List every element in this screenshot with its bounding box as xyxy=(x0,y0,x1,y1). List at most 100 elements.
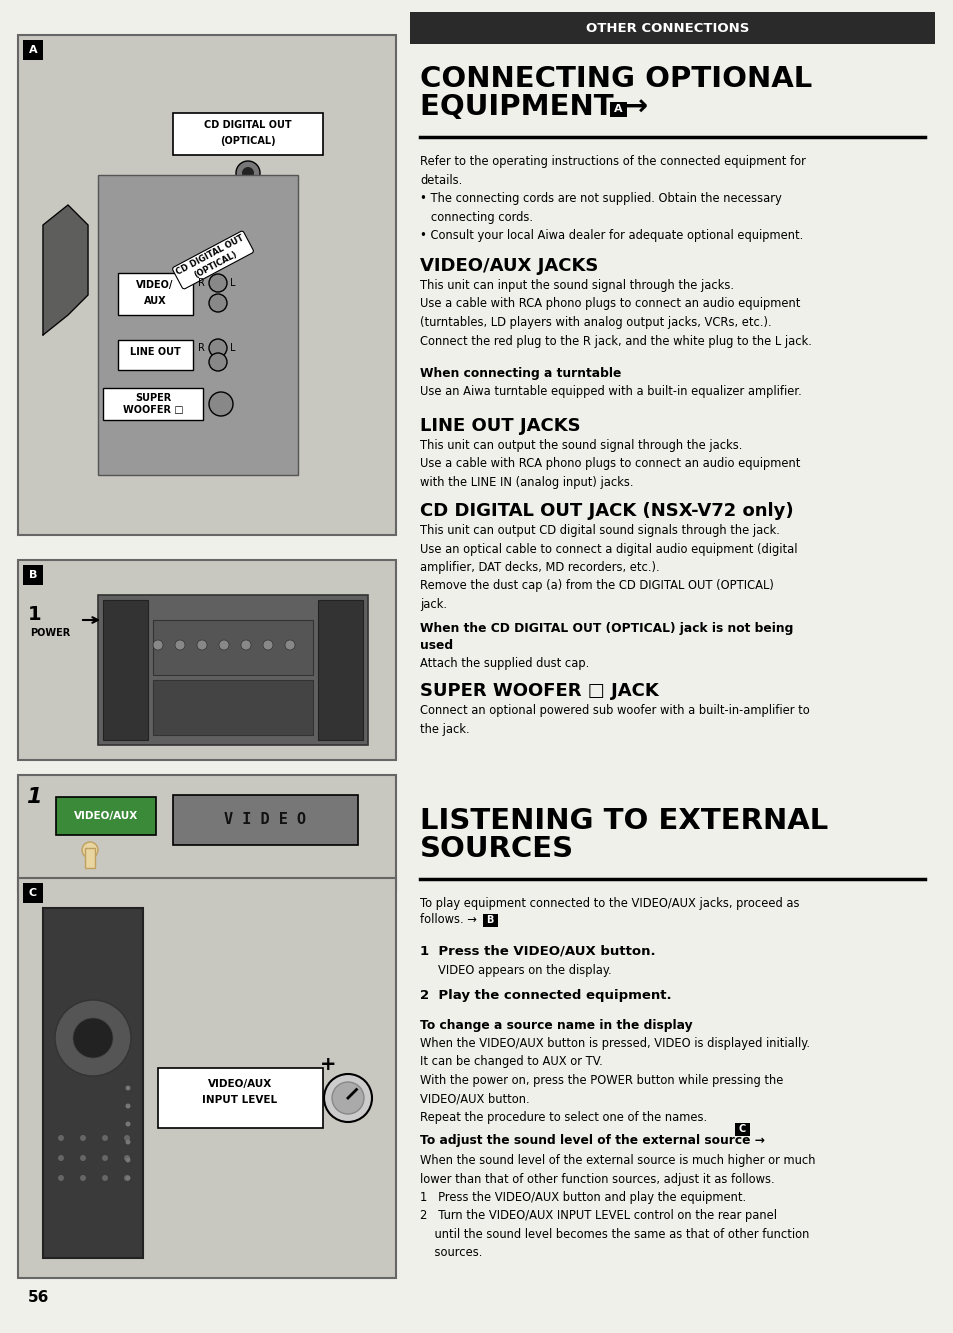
Text: AUX: AUX xyxy=(144,296,166,307)
Text: LINE OUT JACKS: LINE OUT JACKS xyxy=(419,417,580,435)
Bar xyxy=(609,103,626,117)
Circle shape xyxy=(80,1174,86,1181)
Text: LISTENING TO EXTERNAL: LISTENING TO EXTERNAL xyxy=(419,806,827,834)
Text: To change a source name in the display: To change a source name in the display xyxy=(419,1018,692,1032)
Bar xyxy=(56,797,156,834)
Text: 1: 1 xyxy=(26,786,42,806)
Polygon shape xyxy=(43,205,88,335)
Text: (OPTICAL): (OPTICAL) xyxy=(220,136,275,147)
Text: POWER: POWER xyxy=(30,628,71,639)
Circle shape xyxy=(55,1000,131,1076)
Text: L: L xyxy=(230,343,235,353)
Circle shape xyxy=(126,1140,131,1145)
Text: VIDEO/AUX: VIDEO/AUX xyxy=(73,810,138,821)
Text: When the sound level of the external source is much higher or much
lower than th: When the sound level of the external sou… xyxy=(419,1154,815,1260)
Text: VIDEO/AUX: VIDEO/AUX xyxy=(208,1078,272,1089)
Text: L: L xyxy=(230,279,235,288)
Circle shape xyxy=(263,640,273,651)
Bar xyxy=(482,914,497,926)
Circle shape xyxy=(102,1134,108,1141)
Circle shape xyxy=(209,275,227,292)
Text: SUPER: SUPER xyxy=(134,393,171,403)
Bar xyxy=(158,1068,323,1128)
Text: Attach the supplied dust cap.: Attach the supplied dust cap. xyxy=(419,657,589,670)
Text: B: B xyxy=(29,571,37,580)
Bar xyxy=(172,113,323,155)
Text: R: R xyxy=(197,279,204,288)
Bar xyxy=(734,1122,749,1136)
Circle shape xyxy=(242,167,253,179)
Text: VIDEO/AUX JACKS: VIDEO/AUX JACKS xyxy=(419,257,598,275)
Text: Refer to the operating instructions of the connected equipment for
details.
• Th: Refer to the operating instructions of t… xyxy=(419,155,805,243)
Bar xyxy=(118,273,193,315)
Bar xyxy=(98,175,297,475)
Circle shape xyxy=(73,1018,112,1058)
Circle shape xyxy=(209,295,227,312)
Bar xyxy=(98,595,368,745)
Bar xyxy=(18,35,395,535)
Circle shape xyxy=(126,1085,131,1090)
Bar xyxy=(23,882,43,902)
Circle shape xyxy=(124,1174,130,1181)
Text: follows. →: follows. → xyxy=(419,913,480,926)
Bar xyxy=(23,565,43,585)
Circle shape xyxy=(324,1074,372,1122)
Text: B: B xyxy=(486,914,493,925)
Text: C: C xyxy=(738,1124,745,1134)
Circle shape xyxy=(80,1134,86,1141)
Circle shape xyxy=(209,392,233,416)
Text: A: A xyxy=(613,104,621,115)
Text: CD DIGITAL OUT
(OPTICAL): CD DIGITAL OUT (OPTICAL) xyxy=(175,233,251,287)
Circle shape xyxy=(209,353,227,371)
Text: LINE OUT: LINE OUT xyxy=(130,347,180,357)
Text: R: R xyxy=(197,343,204,353)
Text: V I D E O: V I D E O xyxy=(224,813,306,828)
Circle shape xyxy=(152,640,163,651)
Circle shape xyxy=(58,1154,64,1161)
Circle shape xyxy=(102,1174,108,1181)
Text: Use an Aiwa turntable equipped with a built-in equalizer amplifier.: Use an Aiwa turntable equipped with a bu… xyxy=(419,385,801,399)
Circle shape xyxy=(124,1154,130,1161)
Circle shape xyxy=(126,1157,131,1162)
Text: 56: 56 xyxy=(28,1290,50,1305)
Circle shape xyxy=(235,161,260,185)
Text: This unit can input the sound signal through the jacks.
Use a cable with RCA pho: This unit can input the sound signal thr… xyxy=(419,279,811,348)
Text: Connect an optional powered sub woofer with a built-in-amplifier to
the jack.: Connect an optional powered sub woofer w… xyxy=(419,704,809,736)
Circle shape xyxy=(219,640,229,651)
Circle shape xyxy=(285,640,294,651)
Text: +: + xyxy=(319,1054,336,1074)
Circle shape xyxy=(126,1121,131,1126)
Bar xyxy=(103,600,148,740)
Bar xyxy=(18,560,395,760)
Text: VIDEO/: VIDEO/ xyxy=(136,280,173,291)
Circle shape xyxy=(126,1104,131,1109)
Text: C: C xyxy=(29,888,37,898)
Text: 1  Press the VIDEO/AUX button.: 1 Press the VIDEO/AUX button. xyxy=(419,945,655,958)
Bar xyxy=(410,12,934,44)
Bar xyxy=(152,620,313,674)
Circle shape xyxy=(174,640,185,651)
Text: EQUIPMENT →: EQUIPMENT → xyxy=(419,93,658,121)
Text: CONNECTING OPTIONAL: CONNECTING OPTIONAL xyxy=(419,65,811,93)
Text: 2  Play the connected equipment.: 2 Play the connected equipment. xyxy=(419,989,671,1002)
Bar xyxy=(18,774,395,890)
Text: This unit can output CD digital sound signals through the jack.
Use an optical c: This unit can output CD digital sound si… xyxy=(419,524,797,611)
Text: This unit can output the sound signal through the jacks.
Use a cable with RCA ph: This unit can output the sound signal th… xyxy=(419,439,800,489)
Text: To adjust the sound level of the external source →: To adjust the sound level of the externa… xyxy=(419,1134,768,1146)
Bar xyxy=(43,908,143,1258)
Text: SUPER WOOFER □ JACK: SUPER WOOFER □ JACK xyxy=(419,682,659,700)
Text: OTHER CONNECTIONS: OTHER CONNECTIONS xyxy=(585,21,748,35)
Circle shape xyxy=(58,1134,64,1141)
Circle shape xyxy=(58,1174,64,1181)
Bar xyxy=(118,340,193,371)
Text: WOOFER □: WOOFER □ xyxy=(123,405,183,415)
Text: 1: 1 xyxy=(28,605,42,624)
Bar xyxy=(23,40,43,60)
Circle shape xyxy=(209,339,227,357)
Circle shape xyxy=(332,1082,364,1114)
Circle shape xyxy=(82,842,98,858)
Text: When connecting a turntable: When connecting a turntable xyxy=(419,367,620,380)
Bar xyxy=(317,600,363,740)
Circle shape xyxy=(241,640,251,651)
Bar xyxy=(103,388,203,420)
